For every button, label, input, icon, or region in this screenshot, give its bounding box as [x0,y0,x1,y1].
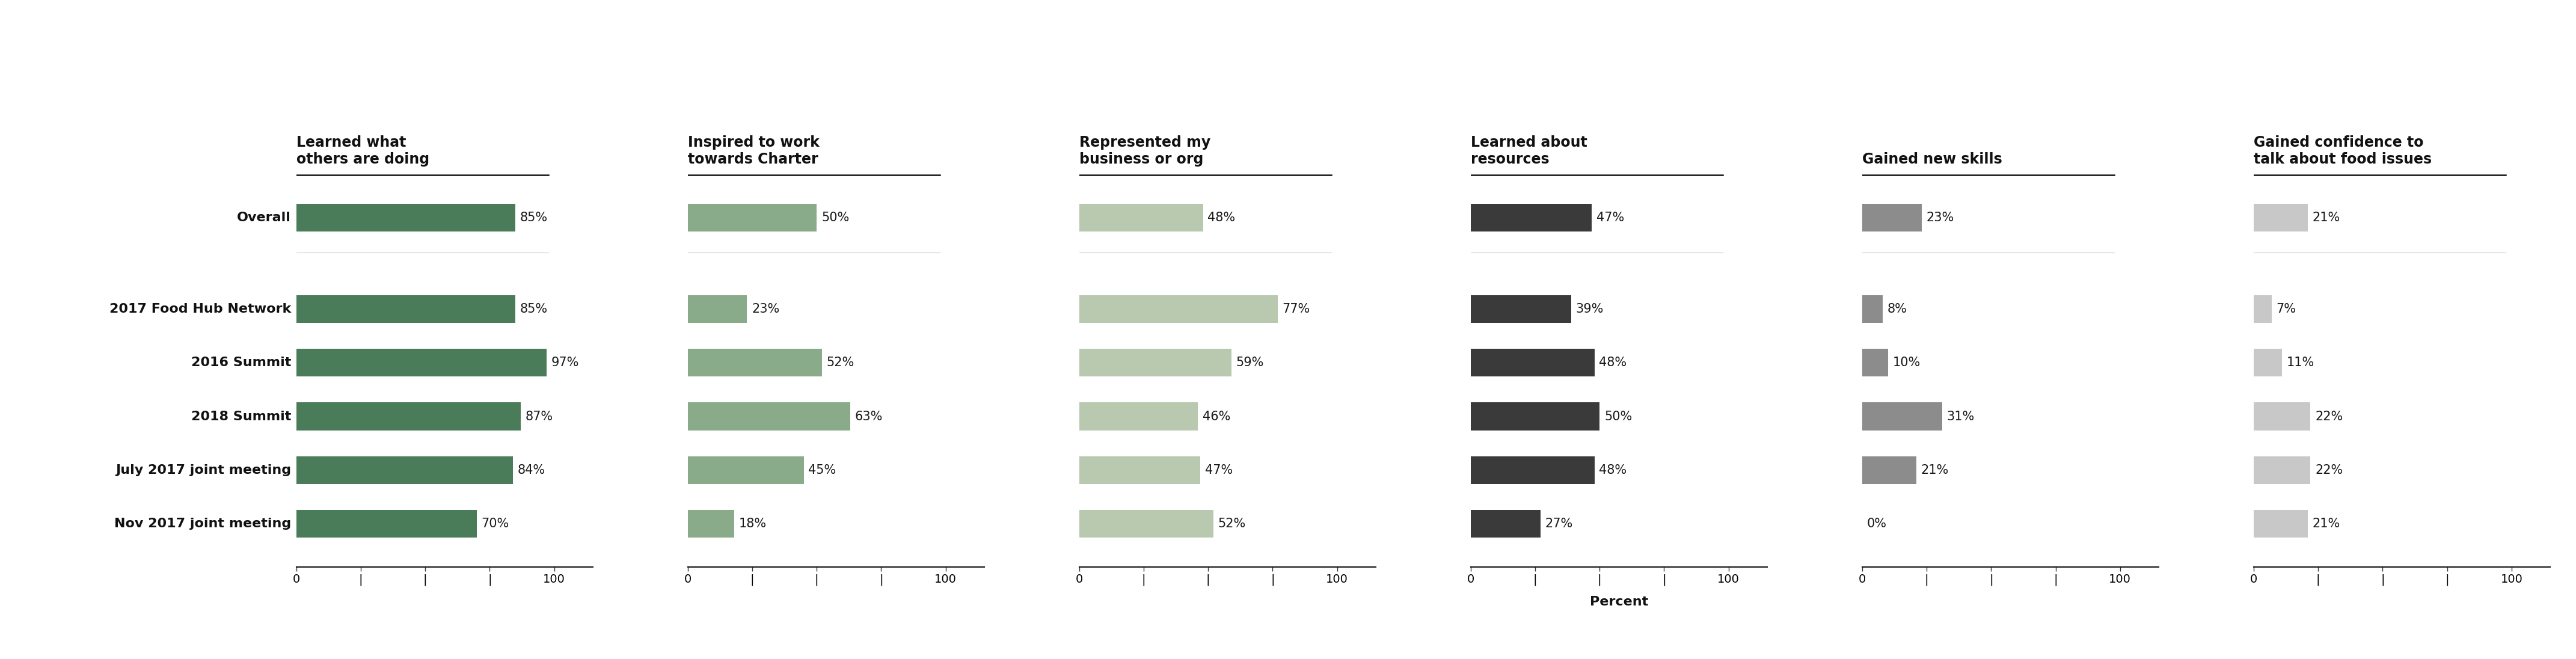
Bar [1471,510,1540,538]
Text: 22%: 22% [2316,464,2342,476]
Text: 63%: 63% [855,411,884,422]
Text: 59%: 59% [1236,357,1265,368]
Text: 2018 Summit: 2018 Summit [191,411,291,422]
Text: Learned what
others are doing: Learned what others are doing [296,136,430,167]
Text: 21%: 21% [2313,212,2339,223]
Bar [1079,403,1198,430]
Text: 2016 Summit: 2016 Summit [191,357,291,368]
Bar [1079,204,1203,232]
Text: Inspired to work
towards Charter: Inspired to work towards Charter [688,136,819,167]
Bar [2254,403,2311,430]
Text: Gained new skills: Gained new skills [1862,152,2002,167]
Text: 85%: 85% [520,212,549,223]
Bar [296,403,520,430]
Text: 21%: 21% [2313,518,2339,530]
Bar [1471,295,1571,323]
Text: 77%: 77% [1283,303,1311,315]
Text: 52%: 52% [1218,518,1247,530]
Bar [1471,456,1595,484]
Text: Overall: Overall [237,212,291,223]
Bar [1471,403,1600,430]
Text: 27%: 27% [1546,518,1574,530]
Text: 18%: 18% [739,518,768,530]
Bar [1862,204,1922,232]
Text: 47%: 47% [1206,464,1234,476]
Text: 7%: 7% [2277,303,2295,315]
Bar [2254,204,2308,232]
Text: 48%: 48% [1208,212,1236,223]
Bar [1079,349,1231,377]
Bar [1862,456,1917,484]
Text: 50%: 50% [1605,411,1633,422]
Bar [1079,295,1278,323]
Bar [2254,349,2282,377]
Bar [688,403,850,430]
Bar [1471,204,1592,232]
Text: 97%: 97% [551,357,580,368]
Text: 39%: 39% [1577,303,1605,315]
Text: 85%: 85% [520,303,549,315]
Text: 45%: 45% [809,464,837,476]
Bar [296,295,515,323]
Bar [2254,295,2272,323]
Text: 87%: 87% [526,411,554,422]
Bar [1862,349,1888,377]
Text: 50%: 50% [822,212,850,223]
Bar [1079,456,1200,484]
Text: 48%: 48% [1600,464,1628,476]
Bar [2254,456,2311,484]
Text: 11%: 11% [2287,357,2313,368]
Text: 2017 Food Hub Network: 2017 Food Hub Network [108,303,291,315]
Text: 52%: 52% [827,357,855,368]
Bar [688,510,734,538]
Text: Represented my
business or org: Represented my business or org [1079,136,1211,167]
Bar [1862,295,1883,323]
Bar [1471,349,1595,377]
Text: 47%: 47% [1597,212,1625,223]
Bar [688,295,747,323]
Text: 46%: 46% [1203,411,1231,422]
Text: 22%: 22% [2316,411,2342,422]
Text: July 2017 joint meeting: July 2017 joint meeting [116,464,291,476]
Bar [296,456,513,484]
Bar [2254,510,2308,538]
Bar [1079,510,1213,538]
Text: 70%: 70% [482,518,510,530]
Text: 0%: 0% [1868,518,1886,530]
Text: 23%: 23% [752,303,781,315]
Bar [296,510,477,538]
Bar [1862,403,1942,430]
Bar [688,204,817,232]
Text: 10%: 10% [1893,357,1922,368]
Text: 8%: 8% [1888,303,1906,315]
Bar [296,204,515,232]
Text: Learned about
resources: Learned about resources [1471,136,1587,167]
X-axis label: Percent: Percent [1589,596,1649,608]
Bar [296,349,546,377]
Text: 48%: 48% [1600,357,1628,368]
Text: Nov 2017 joint meeting: Nov 2017 joint meeting [113,518,291,530]
Text: Gained confidence to
talk about food issues: Gained confidence to talk about food iss… [2254,136,2432,167]
Text: 21%: 21% [1922,464,1950,476]
Text: 84%: 84% [518,464,546,476]
Bar [688,349,822,377]
Text: 23%: 23% [1927,212,1955,223]
Bar [688,456,804,484]
Text: 31%: 31% [1947,411,1976,422]
